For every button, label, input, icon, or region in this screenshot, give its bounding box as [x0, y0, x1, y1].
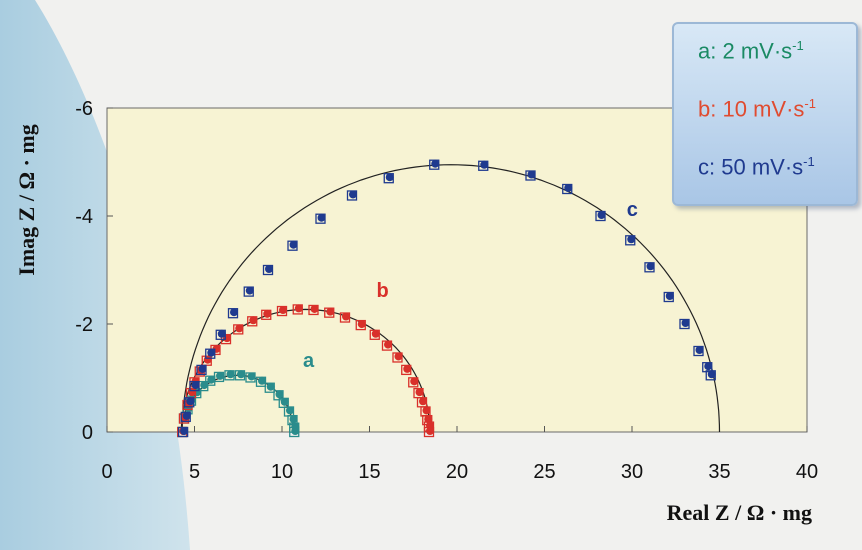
data-point-a — [213, 371, 225, 383]
curve-label-a: a — [303, 350, 315, 372]
data-point-c — [196, 364, 207, 376]
data-point-c — [315, 213, 326, 224]
legend-value: 50 — [721, 154, 752, 180]
curve-label-c: c — [627, 199, 638, 221]
data-point-c — [702, 362, 713, 373]
data-point-a — [289, 426, 300, 438]
data-point-a — [264, 382, 275, 393]
data-point-c — [346, 190, 358, 201]
x-tick-label: 30 — [621, 461, 643, 483]
y-tick-label: -6 — [75, 98, 93, 120]
data-point-b — [247, 316, 258, 327]
data-point-c — [429, 159, 440, 170]
data-point-c — [595, 210, 606, 222]
data-point-a — [224, 370, 235, 381]
y-axis-ticks: 0 -2 -4 -6 — [75, 98, 113, 444]
data-point-c — [525, 170, 536, 181]
data-point-b — [355, 319, 366, 331]
data-point-b — [261, 309, 272, 320]
legend-exp: -1 — [804, 96, 816, 111]
legend-exp: -1 — [792, 38, 804, 53]
curve-labels: a b c — [303, 199, 638, 372]
legend-key: c: — [698, 154, 722, 180]
data-point-b — [401, 364, 412, 376]
data-point-a — [245, 372, 256, 383]
data-point-c — [663, 291, 674, 303]
legend-item: c: 50 mV·s-1 — [698, 154, 815, 180]
data-point-c — [383, 173, 394, 184]
data-point-a — [273, 390, 284, 401]
data-point-c — [205, 348, 216, 359]
x-tick-label: 40 — [796, 461, 818, 483]
legend-unit: mV·s — [740, 38, 793, 64]
data-point-c — [679, 318, 690, 330]
data-point-c — [215, 329, 226, 340]
legend-unit: mV·s — [753, 96, 805, 122]
data-point-b — [308, 304, 319, 316]
x-tick-label: 5 — [189, 461, 200, 483]
data-point-b — [423, 426, 435, 438]
data-point-b — [381, 340, 393, 351]
data-point-c — [189, 380, 200, 392]
data-point-c — [227, 308, 239, 319]
data-point-b — [408, 377, 419, 388]
legend: a: 2 mV·s-1 b: 10 mV·s-1 c: 50 mV·s-1 — [672, 22, 858, 206]
x-tick-label: 20 — [446, 461, 468, 483]
data-point-b — [233, 324, 244, 335]
x-axis-ticks: 0 5 10 15 20 25 30 35 40 — [101, 426, 818, 483]
x-tick-label: 15 — [358, 461, 380, 483]
fit-curve-c — [181, 164, 721, 433]
data-point-c — [180, 411, 191, 423]
legend-value: 10 — [722, 96, 754, 122]
legend-key: a: — [698, 38, 723, 64]
data-point-b — [369, 329, 380, 340]
data-point-b — [276, 305, 288, 317]
data-point-c — [562, 183, 573, 195]
data-point-c — [287, 240, 298, 251]
data-point-c — [625, 235, 636, 246]
y-tick-label: -2 — [75, 314, 93, 336]
x-axis-label: Real Z / Ω · mg — [667, 500, 812, 525]
data-point-c — [184, 397, 195, 408]
y-tick-label: 0 — [82, 422, 93, 444]
y-tick-label: -4 — [75, 206, 93, 228]
data-point-c — [243, 286, 254, 297]
curve-label-b: b — [377, 280, 389, 302]
x-tick-label: 10 — [271, 461, 293, 483]
data-point-b — [339, 312, 351, 323]
data-point-a — [234, 370, 246, 381]
data-point-c — [705, 370, 716, 381]
legend-item: a: 2 mV·s-1 — [698, 38, 804, 64]
legend-key: b: — [698, 96, 723, 122]
data-point-c — [644, 262, 655, 273]
data-point-b — [324, 307, 335, 318]
data-points — [177, 159, 716, 438]
data-point-b — [392, 352, 403, 363]
x-tick-label: 25 — [533, 461, 555, 483]
data-point-c — [693, 345, 704, 357]
y-axis-label: Imag Z / Ω · mg — [14, 124, 39, 275]
legend-item: b: 10 mV·s-1 — [698, 96, 816, 122]
legend-value: 2 — [722, 38, 741, 64]
data-point-c — [177, 426, 189, 438]
legend-unit: mV·s — [751, 154, 804, 180]
data-point-a — [278, 397, 289, 408]
data-point-c — [478, 160, 489, 171]
legend-exp: -1 — [803, 154, 815, 169]
data-point-c — [262, 264, 274, 276]
data-point-b — [292, 304, 303, 315]
x-tick-label: 35 — [708, 461, 730, 483]
x-tick-label: 0 — [101, 461, 112, 483]
data-point-a — [255, 376, 267, 387]
